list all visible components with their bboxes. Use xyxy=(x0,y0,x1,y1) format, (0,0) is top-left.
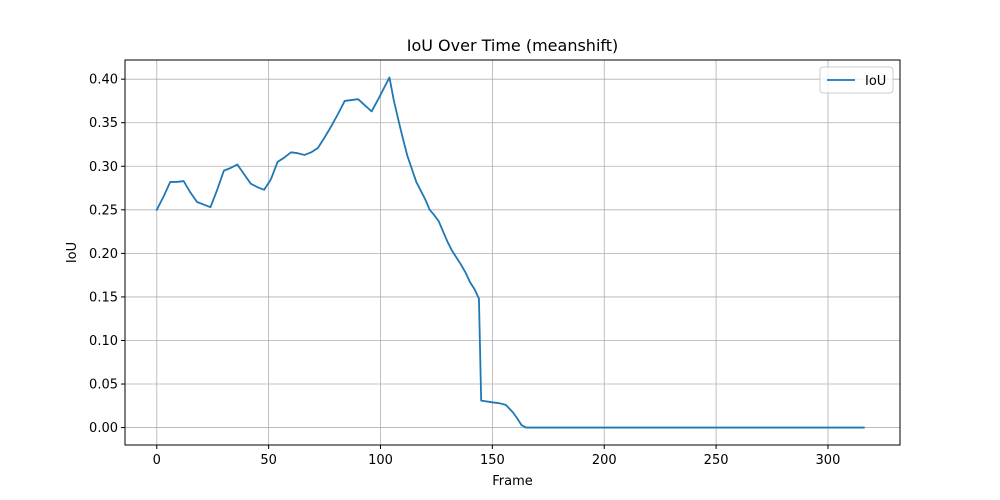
x-tick-label: 50 xyxy=(260,453,277,468)
x-tick-label: 200 xyxy=(592,453,617,468)
y-tick-label: 0.05 xyxy=(89,378,118,393)
x-axis-label: Frame xyxy=(492,474,533,489)
y-tick-label: 0.40 xyxy=(89,73,118,88)
legend-box xyxy=(819,66,894,94)
y-tick-label: 0.25 xyxy=(89,203,118,218)
legend: IoU xyxy=(819,66,894,94)
grid xyxy=(125,60,900,445)
y-tick-label: 0.30 xyxy=(89,160,118,175)
x-tick-label: 250 xyxy=(704,453,729,468)
x-tick-label: 0 xyxy=(153,453,161,468)
x-tick-label: 300 xyxy=(816,453,841,468)
series-line-iou xyxy=(155,76,865,429)
ticks: 0 50 100 150 200 250 300 0.00 0.05 0.10 0.15 0.20 0.… xyxy=(89,73,840,468)
y-tick-label: 0.10 xyxy=(89,334,118,349)
legend-label: IoU xyxy=(865,74,886,89)
y-tick-label: 0.00 xyxy=(89,421,118,436)
x-tick-label: 100 xyxy=(368,453,393,468)
y-tick-label: 0.15 xyxy=(89,290,118,305)
y-axis-label: IoU xyxy=(65,242,80,263)
y-tick-label: 0.20 xyxy=(89,247,118,262)
chart-title: IoU Over Time (meanshift) xyxy=(407,36,619,55)
series-layer xyxy=(155,76,865,429)
x-tick-label: 150 xyxy=(480,453,505,468)
y-tick-label: 0.35 xyxy=(89,116,118,131)
axes-frame xyxy=(124,59,901,446)
